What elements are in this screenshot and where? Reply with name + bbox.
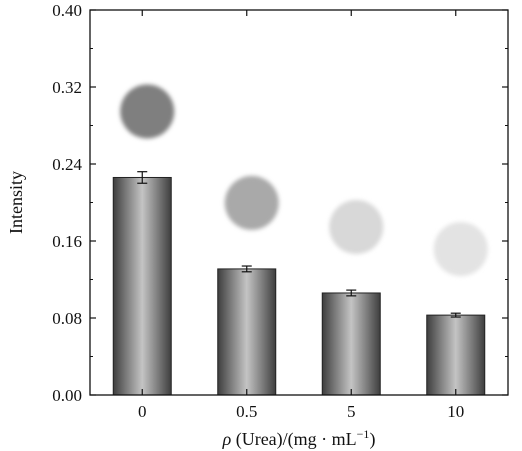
bar — [321, 292, 381, 396]
spot-image — [433, 222, 488, 277]
spot-image — [329, 199, 384, 254]
y-tick-label: 0.40 — [52, 1, 82, 20]
x-tick-label: 5 — [347, 402, 356, 421]
x-tick-label: 0.5 — [236, 402, 257, 421]
x-axis-title-end: ) — [369, 429, 375, 450]
x-tick-label: 10 — [447, 402, 464, 421]
bars — [112, 176, 486, 396]
y-tick-label: 0.32 — [52, 78, 82, 97]
y-tick-label: 0.00 — [52, 386, 82, 405]
x-axis-title-text: (Urea)/(mg · mL — [231, 429, 356, 450]
spot-image — [224, 175, 279, 230]
x-axis-title-superscript: −1 — [357, 427, 370, 441]
error-bars — [137, 171, 461, 318]
y-tick-label: 0.24 — [52, 155, 82, 174]
spot-image — [120, 84, 175, 139]
spot-images — [120, 84, 488, 277]
x-axis-title: ρ (Urea)/(mg · mL−1) — [222, 427, 376, 450]
x-tick-label: 0 — [138, 402, 147, 421]
x-axis-title-symbol: ρ — [222, 429, 232, 449]
bar — [426, 314, 486, 396]
y-tick-label: 0.08 — [52, 309, 82, 328]
bar — [217, 268, 277, 396]
y-axis-title: Intensity — [6, 171, 26, 234]
bar — [112, 176, 172, 396]
x-axis-ticks: 0 0.5 5 10 — [138, 10, 464, 421]
y-tick-label: 0.16 — [52, 232, 82, 251]
y-axis-ticks: 0.00 0.08 0.16 0.24 0.32 0.40 — [52, 1, 508, 405]
